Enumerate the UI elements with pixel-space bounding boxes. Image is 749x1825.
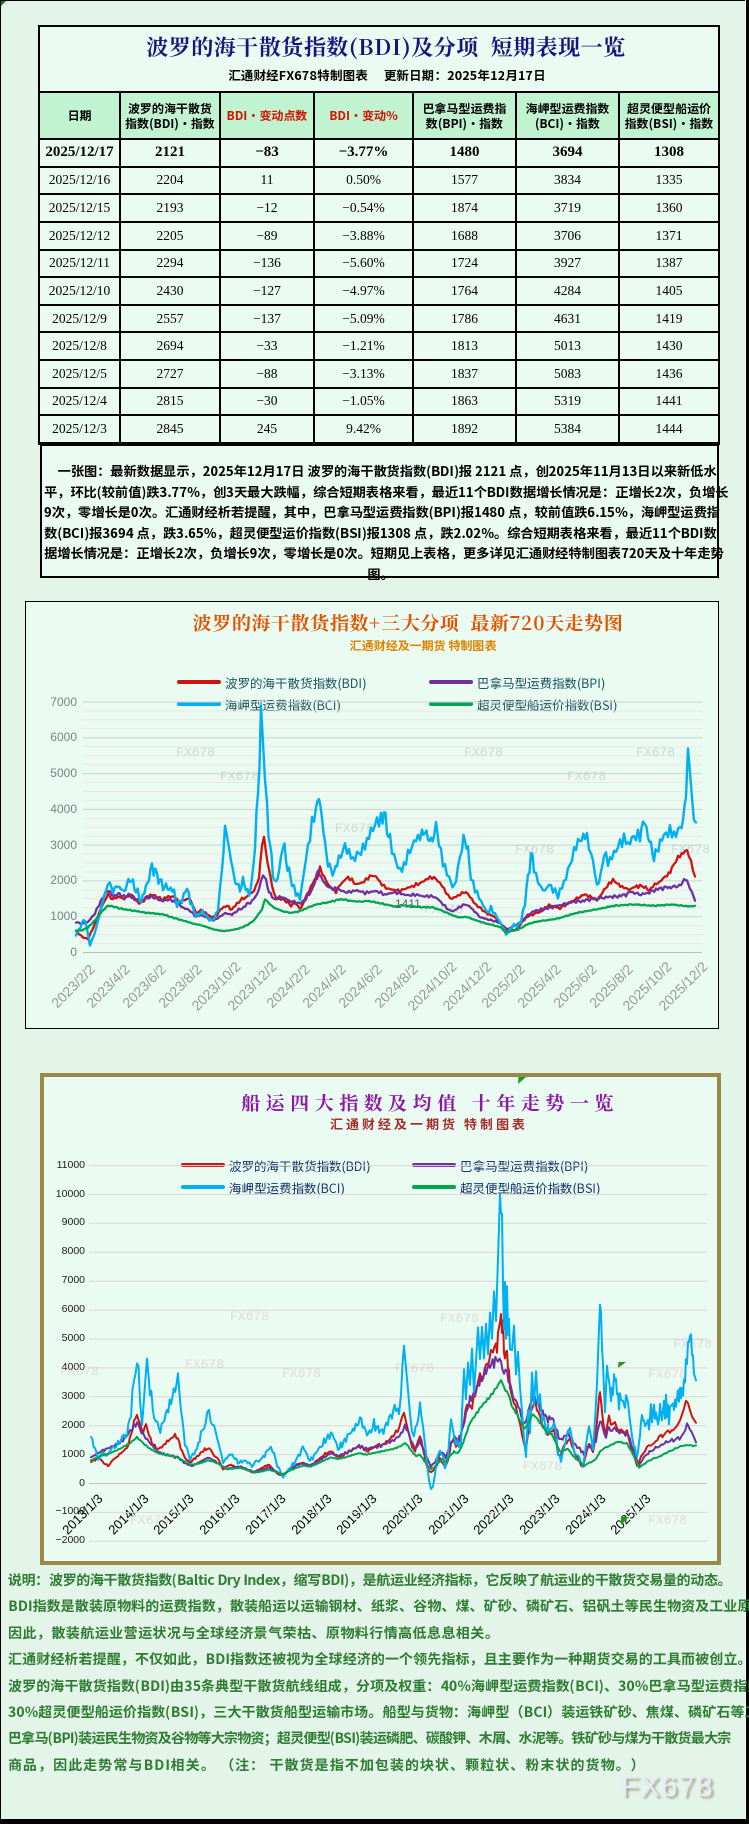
svg-text:FX678: FX678 bbox=[648, 1513, 687, 1528]
svg-text:FX678: FX678 bbox=[130, 1513, 169, 1528]
svg-text:FX678: FX678 bbox=[395, 1361, 434, 1376]
svg-text:FX678: FX678 bbox=[60, 1364, 99, 1379]
svg-text:FX678: FX678 bbox=[523, 1459, 562, 1474]
svg-text:FX678: FX678 bbox=[440, 1311, 479, 1326]
svg-text:FX678: FX678 bbox=[335, 821, 374, 836]
svg-text:FX678: FX678 bbox=[282, 1366, 321, 1381]
svg-text:FX678: FX678 bbox=[185, 1357, 224, 1372]
svg-text:FX678: FX678 bbox=[464, 745, 503, 760]
svg-text:FX678: FX678 bbox=[424, 902, 463, 917]
svg-text:FX678: FX678 bbox=[648, 1367, 687, 1382]
svg-text:FX678: FX678 bbox=[636, 745, 675, 760]
svg-text:FX678: FX678 bbox=[567, 769, 606, 784]
svg-text:FX678: FX678 bbox=[515, 842, 554, 857]
svg-text:FX678: FX678 bbox=[230, 1309, 269, 1324]
svg-text:FX678: FX678 bbox=[176, 745, 215, 760]
svg-text:FX678: FX678 bbox=[673, 1337, 712, 1352]
svg-text:FX678: FX678 bbox=[220, 769, 259, 784]
